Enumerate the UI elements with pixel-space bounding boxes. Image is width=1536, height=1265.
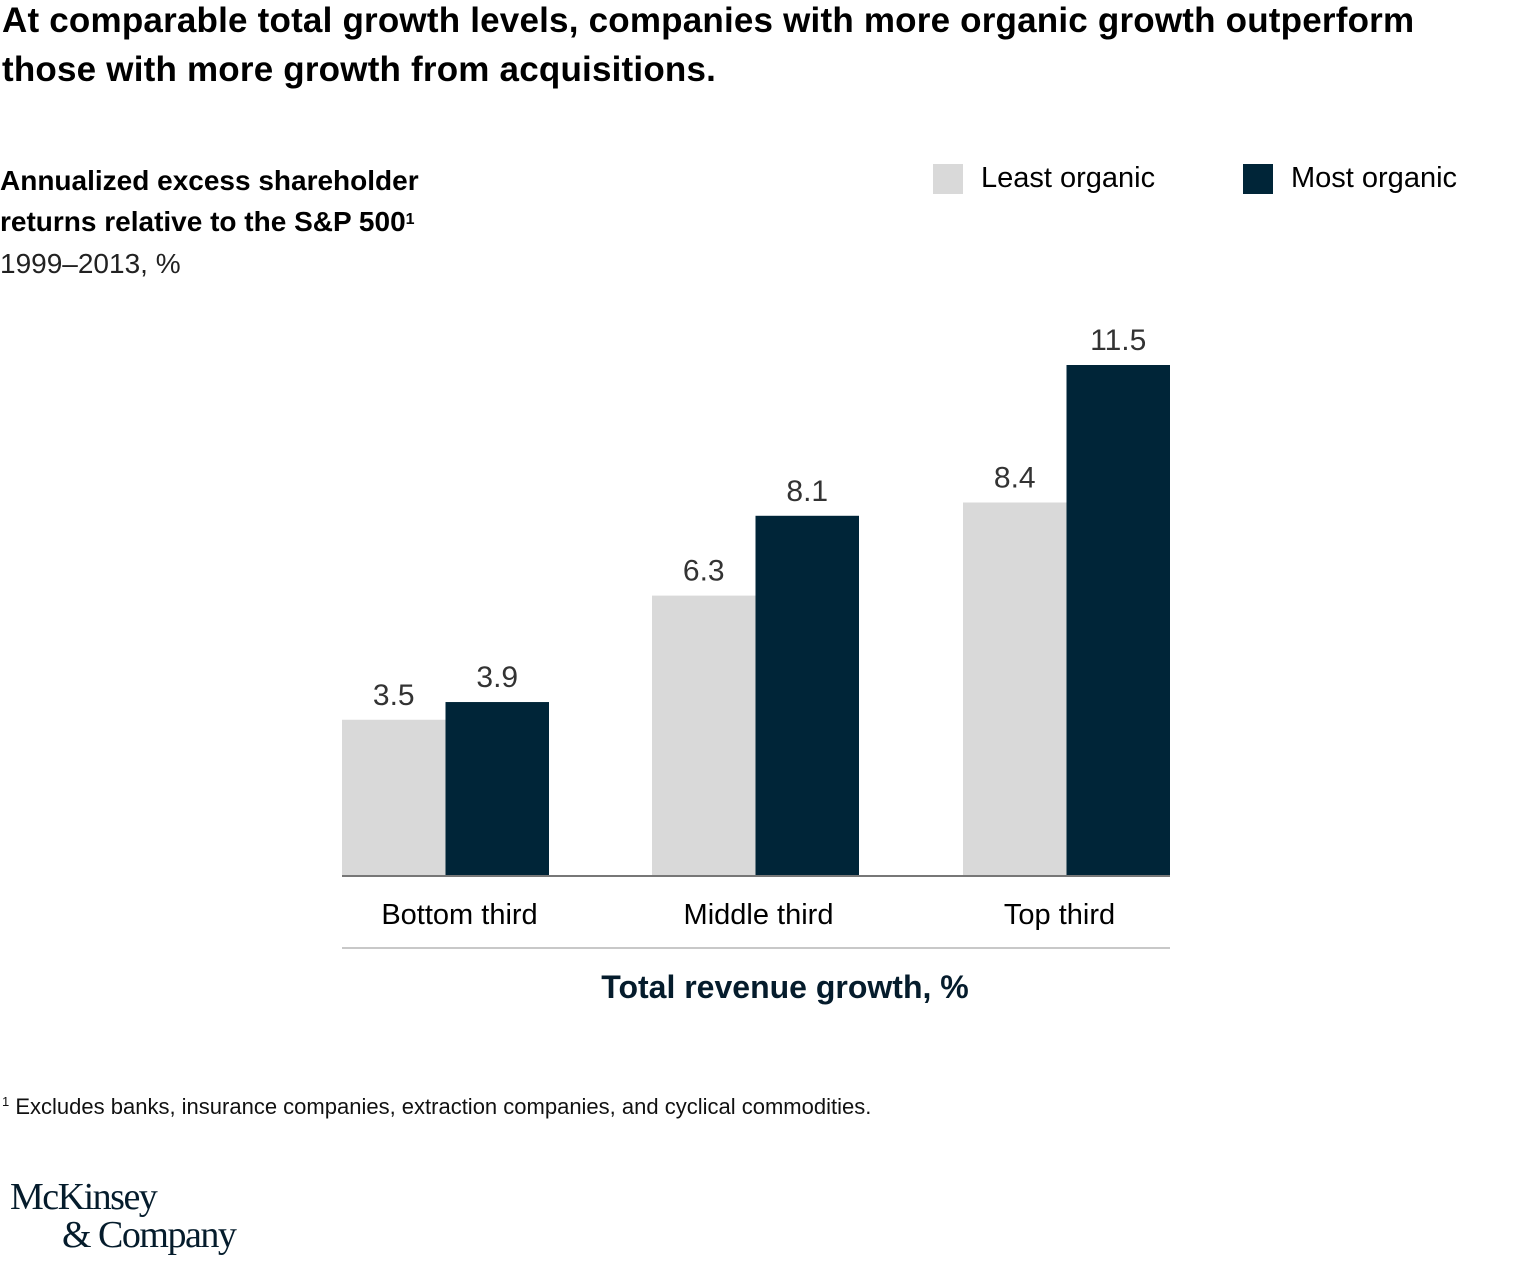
- footnote-text: Excludes banks, insurance companies, ext…: [15, 1094, 872, 1119]
- footnote-marker: 1: [2, 1094, 10, 1109]
- legend-label-least-organic: Least organic: [981, 162, 1156, 194]
- legend-item-least-organic: Least organic: [933, 162, 1155, 195]
- y-axis-title-text: Annualized excess shareholder returns re…: [0, 165, 419, 237]
- data-label: 8.1: [786, 475, 828, 508]
- bar-most-organic-middle-third: [755, 515, 859, 875]
- bar-least-organic-bottom-third: [342, 719, 446, 875]
- x-tick-label: Middle third: [684, 899, 834, 931]
- data-label: 11.5: [1090, 324, 1146, 357]
- bar-most-organic-top-third: [1066, 365, 1170, 875]
- footnote-marker: 1: [405, 211, 415, 228]
- bar-least-organic-top-third: [963, 502, 1067, 875]
- bar-most-organic-bottom-third: [445, 702, 549, 875]
- x-tick-label: Top third: [1004, 899, 1115, 931]
- bar-least-organic-middle-third: [652, 595, 756, 875]
- legend-label-most-organic: Most organic: [1291, 162, 1458, 194]
- data-label: 6.3: [683, 555, 725, 588]
- legend-item-most-organic: Most organic: [1243, 162, 1457, 195]
- legend-swatch-most-organic: [1243, 163, 1273, 194]
- x-tick-label: Bottom third: [381, 899, 537, 931]
- data-label: 3.9: [476, 661, 518, 694]
- x-axis-title: Total revenue growth, %: [601, 969, 968, 1005]
- footnote: 1 Excludes banks, insurance companies, e…: [2, 1094, 871, 1120]
- data-label: 8.4: [994, 461, 1036, 494]
- chart-title: At comparable total growth levels, compa…: [2, 1, 1415, 89]
- data-label: 3.5: [373, 679, 415, 712]
- logo-line-1: McKinsey: [10, 1176, 158, 1218]
- y-axis-subtitle: 1999–2013, %: [0, 248, 181, 279]
- legend-swatch-least-organic: [933, 163, 963, 194]
- mckinsey-logo: McKinsey & Company: [10, 1176, 237, 1256]
- logo-line-2: & Company: [62, 1214, 237, 1256]
- y-axis-title: Annualized excess shareholder returns re…: [0, 160, 490, 242]
